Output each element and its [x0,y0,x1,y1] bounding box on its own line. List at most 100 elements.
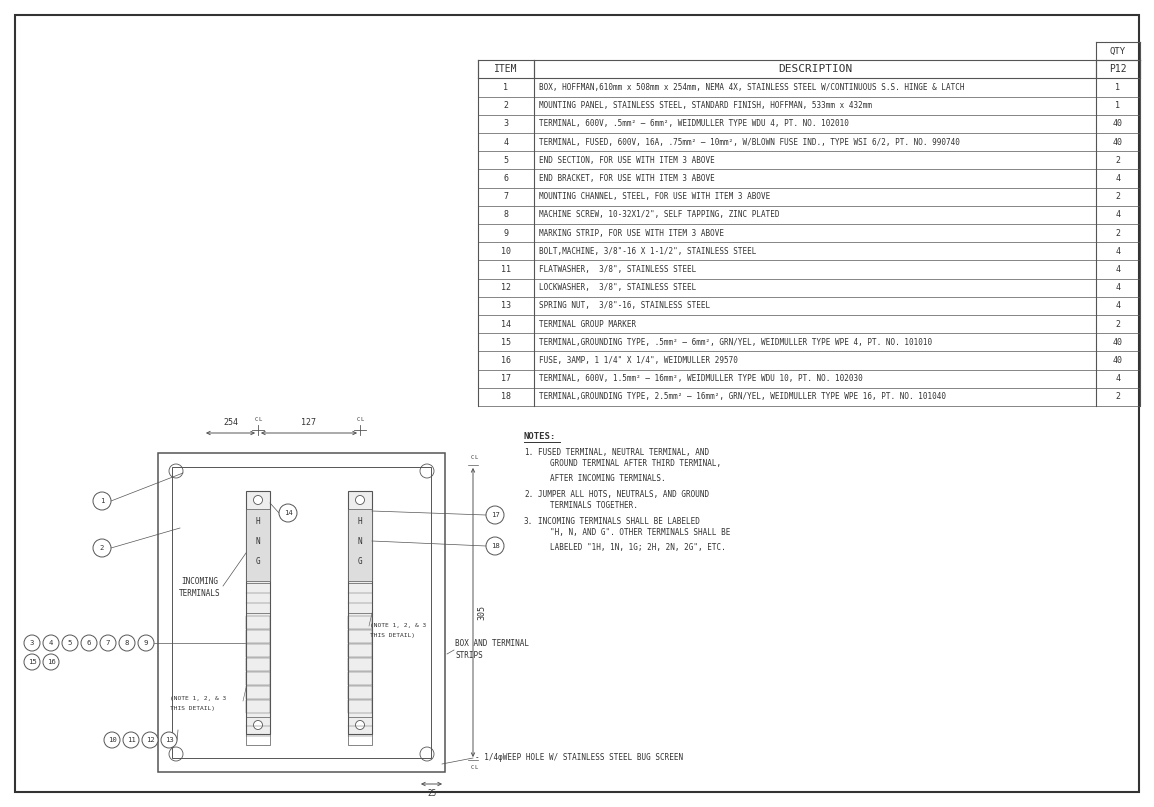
Text: GROUND TERMINAL AFTER THIRD TERMINAL,: GROUND TERMINAL AFTER THIRD TERMINAL, [550,459,721,468]
Text: 17: 17 [501,374,511,383]
Text: 11: 11 [501,265,511,274]
Circle shape [142,732,158,748]
Text: 3: 3 [30,640,35,646]
Circle shape [43,654,59,670]
Bar [349,583,372,613]
Bar [349,700,372,713]
Text: 6: 6 [503,174,509,183]
Bar [158,453,445,772]
Text: MOUNTING PANEL, STAINLESS STEEL, STANDARD FINISH, HOFFMAN, 533mm x 432mm: MOUNTING PANEL, STAINLESS STEEL, STANDAR… [539,101,872,111]
Text: ITEM: ITEM [494,65,518,74]
Text: 16: 16 [501,356,511,365]
Text: TERMINAL,GROUNDING TYPE, .5mm² – 6mm², GRN/YEL, WEIDMULLER TYPE WPE 4, PT. NO. 1: TERMINAL,GROUNDING TYPE, .5mm² – 6mm², G… [539,338,932,347]
Text: L: L [474,455,478,460]
Text: TERMINALS TOGETHER.: TERMINALS TOGETHER. [550,501,638,510]
Text: INCOMING TERMINALS SHALL BE LABELED: INCOMING TERMINALS SHALL BE LABELED [538,517,699,526]
Text: 305: 305 [477,605,486,620]
Text: G: G [256,557,261,566]
Text: TERMINAL,GROUNDING TYPE, 2.5mm² – 16mm², GRN/YEL, WEIDMULLER TYPE WPE 16, PT. NO: TERMINAL,GROUNDING TYPE, 2.5mm² – 16mm²,… [539,392,946,401]
Text: MARKING STRIP, FOR USE WITH ITEM 3 ABOVE: MARKING STRIP, FOR USE WITH ITEM 3 ABOVE [539,228,724,237]
Bar [349,658,372,671]
Circle shape [486,537,504,555]
Text: 16: 16 [46,659,55,665]
Text: 2: 2 [1116,392,1121,401]
Text: TERMINAL GROUP MARKER: TERMINAL GROUP MARKER [539,320,636,328]
Bar [246,658,270,671]
Text: 14: 14 [284,510,292,516]
Text: 1: 1 [503,83,509,92]
Circle shape [279,504,297,522]
Text: 12: 12 [145,737,155,743]
Text: 4: 4 [1116,374,1121,383]
Text: 2: 2 [1116,320,1121,328]
Text: L: L [258,417,262,422]
Text: 25: 25 [427,789,436,798]
Text: BOX, HOFFMAN,610mm x 508mm x 254mm, NEMA 4X, STAINLESS STEEL W/CONTINUOUS S.S. H: BOX, HOFFMAN,610mm x 508mm x 254mm, NEMA… [539,83,965,92]
Text: FUSED TERMINAL, NEUTRAL TERMINAL, AND: FUSED TERMINAL, NEUTRAL TERMINAL, AND [538,448,709,457]
Text: 40: 40 [1112,356,1123,365]
Bar [246,644,270,657]
Text: H: H [256,516,261,525]
Bar [246,509,270,581]
Text: 8: 8 [503,211,509,220]
Text: 254: 254 [223,418,238,427]
Text: 40: 40 [1112,119,1123,128]
Circle shape [81,635,97,651]
Text: 5: 5 [503,156,509,165]
Text: INCOMING: INCOMING [181,576,218,586]
Circle shape [93,492,111,510]
Text: (NOTE 1, 2, & 3: (NOTE 1, 2, & 3 [170,696,226,701]
Text: 13: 13 [501,301,511,311]
Text: 1: 1 [1116,83,1121,92]
Text: MACHINE SCREW, 10-32X1/2", SELF TAPPING, ZINC PLATED: MACHINE SCREW, 10-32X1/2", SELF TAPPING,… [539,211,779,220]
Text: THIS DETAIL): THIS DETAIL) [170,706,215,711]
Bar [349,717,372,745]
Text: JUMPER ALL HOTS, NEUTRALS, AND GROUND: JUMPER ALL HOTS, NEUTRALS, AND GROUND [538,490,709,499]
Circle shape [486,506,504,524]
Text: 2: 2 [1116,156,1121,165]
Bar [172,467,430,758]
Text: LABELED "1H, 1N, 1G; 2H, 2N, 2G", ETC.: LABELED "1H, 1N, 1G; 2H, 2N, 2G", ETC. [550,543,726,552]
Text: 3.: 3. [524,517,533,526]
Circle shape [138,635,153,651]
Text: 18: 18 [490,543,500,549]
Text: TERMINAL, 600V, .5mm² – 6mm², WEIDMULLER TYPE WDU 4, PT. NO. 102010: TERMINAL, 600V, .5mm² – 6mm², WEIDMULLER… [539,119,849,128]
Text: TERMINALS: TERMINALS [179,588,220,597]
Text: DESCRIPTION: DESCRIPTION [778,65,852,74]
Text: 15: 15 [28,659,37,665]
Text: LOCKWASHER,  3/8", STAINLESS STEEL: LOCKWASHER, 3/8", STAINLESS STEEL [539,283,696,292]
Text: C: C [471,765,473,770]
Bar [349,616,372,629]
Circle shape [119,635,135,651]
Text: 2: 2 [99,545,104,551]
Circle shape [355,495,365,504]
Text: 3: 3 [503,119,509,128]
Text: 2: 2 [1116,192,1121,201]
Text: C: C [357,417,360,422]
Text: QTY: QTY [1110,47,1126,56]
Text: STRIPS: STRIPS [455,651,482,660]
Text: 4: 4 [1116,247,1121,256]
Text: 4: 4 [1116,174,1121,183]
Text: 4: 4 [1116,265,1121,274]
Text: N: N [358,537,362,546]
Text: 7: 7 [503,192,509,201]
Circle shape [62,635,78,651]
Text: MOUNTING CHANNEL, STEEL, FOR USE WITH ITEM 3 ABOVE: MOUNTING CHANNEL, STEEL, FOR USE WITH IT… [539,192,770,201]
Text: - 1/4φWEEP HOLE W/ STAINLESS STEEL BUG SCREEN: - 1/4φWEEP HOLE W/ STAINLESS STEEL BUG S… [475,754,683,763]
Text: THIS DETAIL): THIS DETAIL) [370,633,415,638]
Text: 13: 13 [165,737,173,743]
Text: H: H [358,516,362,525]
Text: 10: 10 [107,737,117,743]
Text: END BRACKET, FOR USE WITH ITEM 3 ABOVE: END BRACKET, FOR USE WITH ITEM 3 ABOVE [539,174,714,183]
Text: 18: 18 [501,392,511,401]
Text: 2: 2 [503,101,509,111]
Text: 40: 40 [1112,338,1123,347]
Text: 6: 6 [87,640,91,646]
Circle shape [24,635,40,651]
Text: 4: 4 [503,138,509,147]
Text: 17: 17 [490,512,500,518]
Bar [246,717,270,745]
Bar [246,700,270,713]
Text: TERMINAL, 600V, 1.5mm² – 16mm², WEIDMULLER TYPE WDU 10, PT. NO. 102030: TERMINAL, 600V, 1.5mm² – 16mm², WEIDMULL… [539,374,863,383]
